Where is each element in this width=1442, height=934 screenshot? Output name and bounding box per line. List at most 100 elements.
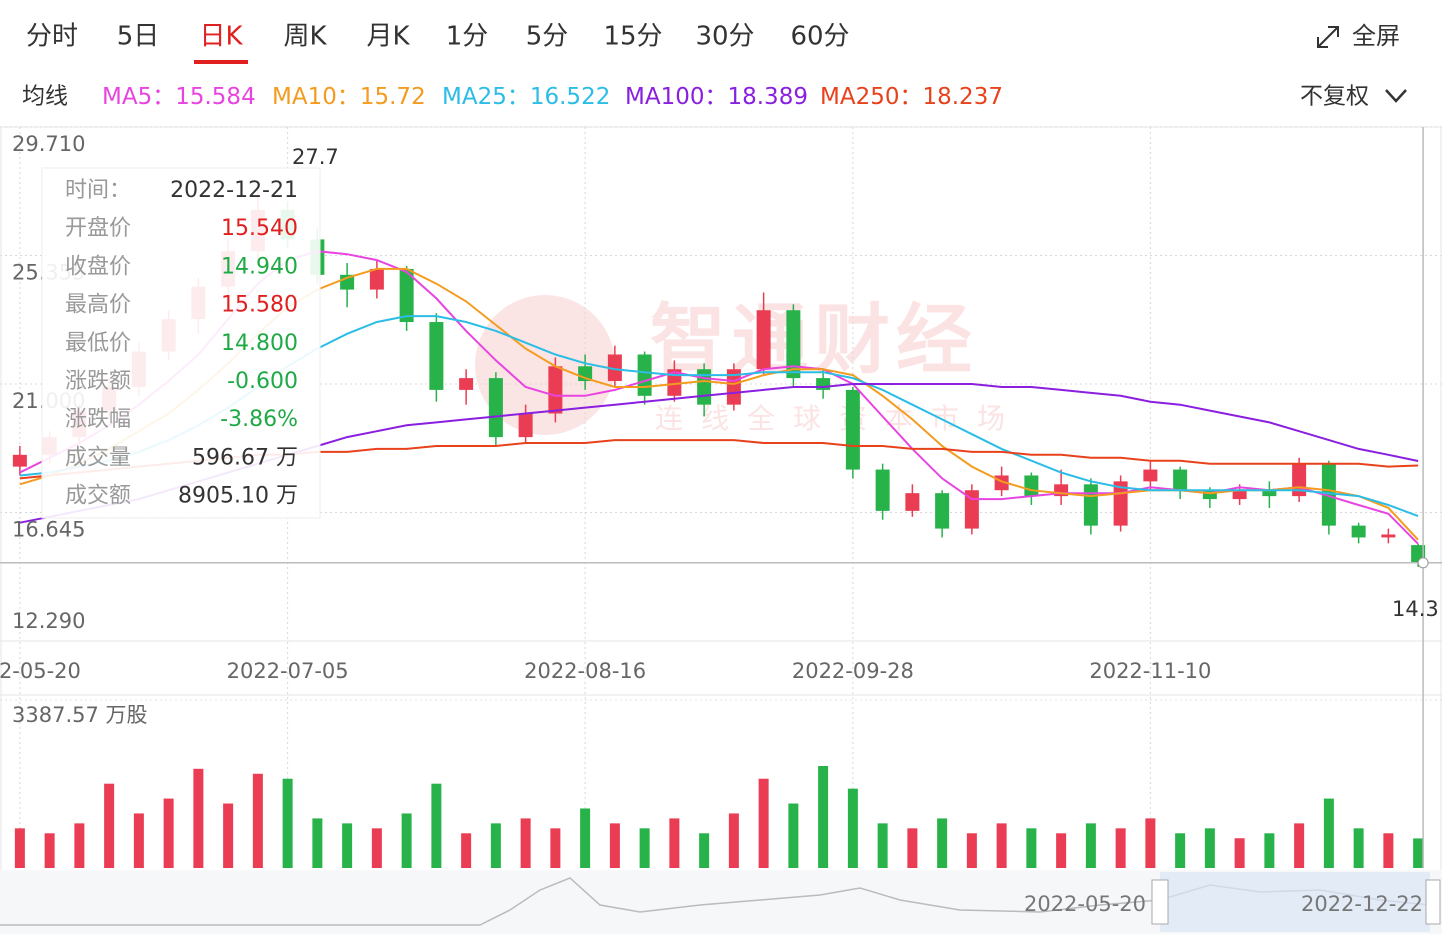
tab[interactable]: 30分: [695, 22, 754, 52]
watermark-subtitle: 连线全球资本市场: [655, 402, 1023, 435]
tab[interactable]: 5日: [117, 22, 160, 52]
tab[interactable]: 月K: [366, 22, 410, 52]
tooltip-value: 15.580: [221, 293, 298, 318]
volume-bar: [758, 778, 769, 868]
ma-label: 均线: [22, 84, 68, 110]
volume-bar: [461, 833, 472, 868]
volume-bar: [1085, 823, 1096, 868]
tab[interactable]: 5分: [526, 22, 569, 52]
volume-bar: [609, 823, 620, 868]
volume-bar: [1056, 833, 1067, 868]
ma-separator: ：: [152, 84, 175, 110]
candle-body: [816, 378, 831, 390]
candle-body: [1024, 475, 1039, 497]
ma-separator: ：: [704, 84, 727, 110]
volume-bar: [371, 828, 382, 868]
tab[interactable]: 15分: [603, 22, 662, 52]
candle-body: [369, 268, 384, 290]
candle-body: [1202, 490, 1217, 500]
navigator-handle[interactable]: [1151, 879, 1169, 925]
overlay: 29.71025.35521.00016.64512.2902022-05-20…: [0, 127, 1442, 868]
candle-body: [548, 366, 563, 414]
tab[interactable]: 分时: [26, 22, 78, 52]
ma-value: 18.389: [727, 84, 807, 110]
navigator-window[interactable]: [1160, 872, 1430, 932]
tab[interactable]: 周K: [283, 22, 327, 52]
volume-bar: [1383, 833, 1394, 868]
volume-bar: [699, 833, 710, 868]
tab[interactable]: 日K: [199, 22, 243, 52]
volume-bar: [1026, 828, 1037, 868]
volume-bar: [1353, 828, 1364, 868]
tooltip-value: -0.600: [227, 369, 298, 394]
volume-bar: [639, 828, 650, 868]
y-tick-label: 16.645: [12, 518, 85, 542]
volume-bar: [877, 823, 888, 868]
tab[interactable]: 60分: [790, 22, 849, 52]
y-tick-label: 12.290: [12, 609, 85, 633]
volume-bar: [223, 803, 234, 868]
volume-tick-label: 3387.57 万股: [12, 703, 148, 727]
tooltip-label: 开盘价: [65, 216, 131, 241]
ma-value: 18.237: [922, 84, 1002, 110]
candle-body: [935, 493, 950, 529]
candle-body: [726, 369, 741, 405]
volume-bar: [1413, 838, 1424, 868]
volume-bar: [1234, 838, 1245, 868]
candle-body: [12, 454, 27, 467]
navigator-handle[interactable]: [1425, 879, 1441, 925]
volume-bar: [520, 818, 531, 868]
ma-value: 16.522: [530, 84, 610, 110]
volume-bar: [282, 778, 293, 868]
volume-bar: [580, 808, 591, 868]
candle-body: [518, 413, 533, 438]
adjust-dropdown[interactable]: 不复权: [1300, 84, 1369, 110]
x-tick-label: 2022-08-16: [524, 659, 646, 683]
volume-bar: [431, 783, 442, 868]
volume-bar: [401, 813, 412, 868]
x-tick-label: 2022-07-05: [227, 659, 349, 683]
tooltip: 时间： 2022-12-21 开盘价 15.540 收盘价 14.940 最高价 15.580…: [41, 167, 321, 519]
fullscreen-icon[interactable]: [1317, 26, 1339, 48]
candle-body: [905, 493, 920, 511]
volume-bar: [1294, 823, 1305, 868]
candle-body: [488, 378, 503, 438]
candle-body: [607, 354, 622, 382]
ma-separator: ：: [337, 84, 360, 110]
volume-bar: [342, 823, 353, 868]
candle-body: [1083, 484, 1098, 526]
tooltip-value: 2022-12-21: [170, 178, 298, 203]
navigator-start: 2022-05-20: [1024, 892, 1146, 916]
ma-legend-item: MA25：16.522: [442, 84, 610, 110]
volume-bar: [312, 818, 323, 868]
dropdown-chevron[interactable]: [1385, 89, 1407, 103]
ma-legend-item: MA10：15.72: [272, 84, 426, 110]
tooltip-label: 收盘价: [65, 254, 131, 279]
volume-bar: [788, 803, 799, 868]
volume-bar: [818, 765, 829, 868]
header: 全屏 均线 不复权 分时 5日 日K 周K 月K 1分 5分 15分 30分 60分MA5：15.…: [0, 22, 1442, 128]
tooltip-value: 14.800: [221, 331, 298, 356]
navigator-end: 2022-12-22: [1301, 892, 1423, 916]
volume-bar: [1264, 833, 1275, 868]
ma-separator: ：: [899, 84, 922, 110]
volume-bar: [133, 813, 144, 868]
tooltip-box: [41, 167, 321, 519]
tooltip-value: -3.86%: [220, 407, 298, 432]
volume-bar: [1204, 828, 1215, 868]
volume-bar: [1145, 818, 1156, 868]
volume-bar: [550, 828, 561, 868]
tab[interactable]: 1分: [446, 22, 489, 52]
volume-bar: [907, 828, 918, 868]
candle-body: [429, 322, 444, 390]
candle-body: [1381, 534, 1396, 538]
candle-body: [459, 378, 474, 390]
fullscreen-button[interactable]: 全屏: [1352, 22, 1400, 50]
volume-bar: [728, 813, 739, 868]
x-tick-label: 2022-11-10: [1089, 659, 1211, 683]
ma-name: MA5: [102, 84, 152, 110]
ma-value: 15.72: [360, 84, 426, 110]
ma-name: MA250: [820, 84, 899, 110]
tooltip-label: 成交量: [65, 445, 131, 470]
volume-bar: [996, 823, 1007, 868]
